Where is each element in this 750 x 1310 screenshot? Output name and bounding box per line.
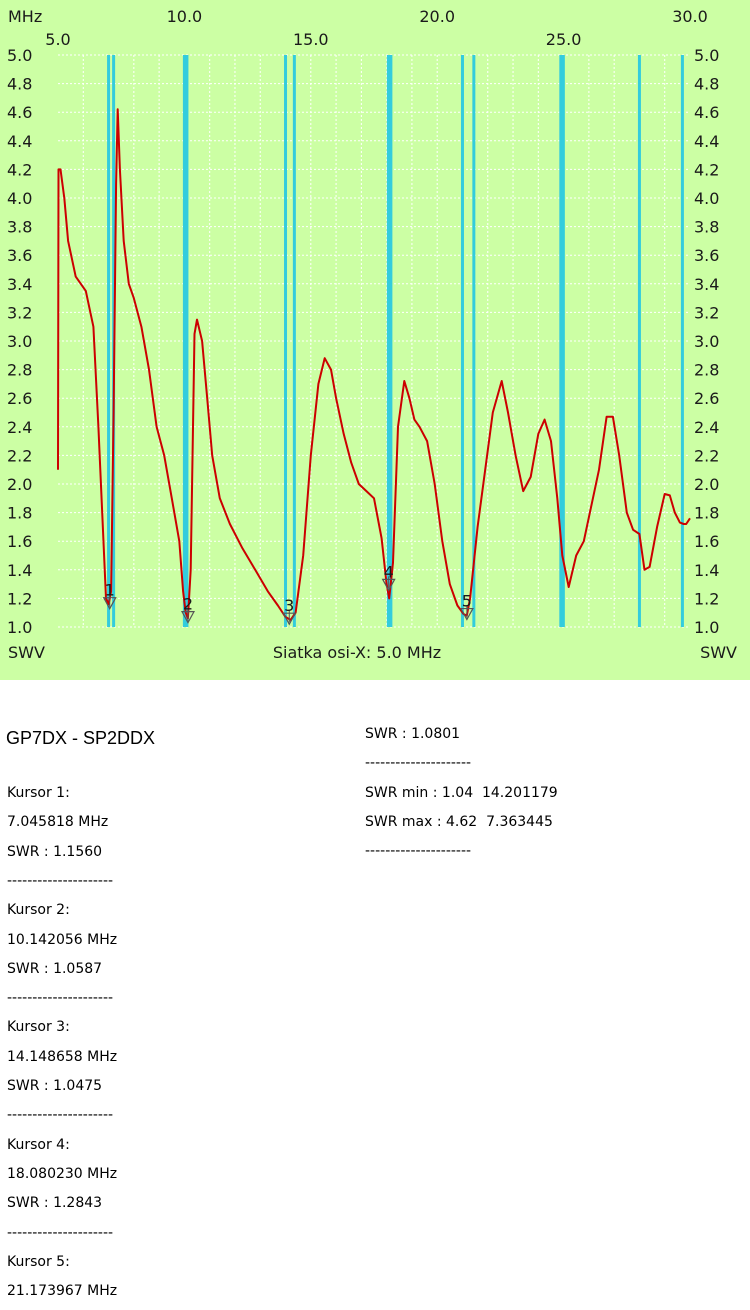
- cursor-marker-label: 5: [462, 592, 472, 611]
- cursor-marker-label: 2: [183, 595, 193, 614]
- cursor-marker-arrow: [282, 612, 297, 626]
- y-tick-label-right: 4.8: [694, 75, 719, 94]
- x-tick-label: 5.0: [45, 30, 70, 49]
- x-top-tick-label: 10.0: [167, 7, 203, 26]
- report-left-line: 14.148658 MHz: [7, 1048, 118, 1065]
- report-left-line: 7.045818 MHz: [7, 814, 109, 831]
- y-tick-label-left: 1.6: [7, 532, 32, 551]
- y-tick-label-left: 2.6: [7, 389, 32, 408]
- report-right-line: ---------------------: [365, 843, 472, 860]
- report-title: GP7DX - SP2DDX: [6, 728, 156, 748]
- y-tick-label-left: 2.2: [7, 446, 32, 465]
- swr-chart: 1 2 3 4 5 1.0 1.0 1.2 1.2 1.4 1.4 1.6 1.6 1.8 1.8 2.0 2…: [7, 7, 737, 662]
- y-tick-label-left: 1.0: [7, 618, 32, 637]
- x-grid-caption: Siatka osi-X: 5.0 MHz: [273, 643, 441, 662]
- report-right-line: ---------------------: [365, 755, 472, 772]
- y-tick-label-right: 3.0: [694, 332, 719, 351]
- report-left-line: 18.080230 MHz: [7, 1165, 118, 1182]
- y-tick-label-left: 1.4: [7, 561, 32, 580]
- y-tick-label-left: 3.4: [7, 275, 32, 294]
- y-tick-label-right: 4.6: [694, 103, 719, 122]
- cursor-marker-arrow: [459, 607, 474, 621]
- swr-series-line: [57, 108, 691, 621]
- report-right-line: SWR : 1.0801: [365, 726, 461, 742]
- left-axis-label: SWV: [8, 643, 45, 662]
- report-left-line: Kursor 2:: [7, 902, 70, 919]
- y-tick-label-left: 1.8: [7, 504, 32, 523]
- x-tick-label: 25.0: [546, 30, 582, 49]
- report-left-line: SWR : 1.2843: [7, 1195, 103, 1212]
- y-tick-label-right: 5.0: [694, 46, 719, 65]
- y-tick-label-right: 2.0: [694, 475, 719, 494]
- y-tick-label-right: 2.6: [694, 389, 719, 408]
- y-tick-label-right: 1.6: [694, 532, 719, 551]
- cursor-marker-label: 1: [105, 581, 115, 600]
- report-left-line: ---------------------: [7, 1224, 114, 1241]
- y-tick-label-left: 3.6: [7, 246, 32, 265]
- report-left-line: ---------------------: [7, 1107, 114, 1124]
- y-tick-label-right: 1.4: [694, 561, 719, 580]
- report-left-line: Kursor 4:: [7, 1136, 70, 1153]
- swr-chart-panel: 1 2 3 4 5 1.0 1.0 1.2 1.2 1.4 1.4 1.6 1.6 1.8 1.8 2.0 2…: [0, 0, 750, 680]
- x-top-tick-label: 20.0: [419, 7, 455, 26]
- y-tick-label-left: 4.2: [7, 160, 32, 179]
- report-left-line: ---------------------: [7, 872, 114, 889]
- y-tick-label-left: 4.0: [7, 189, 32, 208]
- report-left-line: Kursor 3:: [7, 1019, 70, 1036]
- y-tick-label-right: 1.2: [694, 589, 719, 608]
- y-tick-label-right: 4.4: [694, 132, 719, 151]
- report-right-line: SWR min : 1.04 14.201179: [365, 784, 558, 801]
- y-tick-label-right: 3.8: [694, 218, 719, 237]
- y-tick-label-right: 2.4: [694, 418, 719, 437]
- report-left-line: Kursor 5:: [7, 1253, 70, 1270]
- y-tick-label-right: 2.8: [694, 361, 719, 380]
- y-tick-label-left: 2.4: [7, 418, 32, 437]
- y-tick-label-right: 1.8: [694, 504, 719, 523]
- report-left-line: 21.173967 MHz: [7, 1283, 118, 1300]
- y-tick-label-right: 4.2: [694, 160, 719, 179]
- y-tick-label-right: 4.0: [694, 189, 719, 208]
- right-axis-label: SWV: [700, 643, 737, 662]
- y-tick-label-left: 3.8: [7, 218, 32, 237]
- y-tick-label-left: 4.8: [7, 75, 32, 94]
- y-tick-label-left: 3.2: [7, 303, 32, 322]
- y-tick-label-right: 2.2: [694, 446, 719, 465]
- cursor-marker-arrow: [381, 578, 396, 592]
- x-tick-label: 15.0: [293, 30, 329, 49]
- report-left-line: ---------------------: [7, 990, 114, 1007]
- report-left-line: SWR : 1.0587: [7, 960, 103, 977]
- y-tick-label-right: 3.6: [694, 246, 719, 265]
- x-unit-label: MHz: [8, 7, 42, 26]
- cursor-marker-arrow: [180, 611, 196, 624]
- y-tick-label-left: 2.0: [7, 475, 32, 494]
- cursor-marker-label: 3: [284, 596, 294, 615]
- cursor-marker-label: 4: [384, 562, 394, 581]
- y-tick-label-left: 4.4: [7, 132, 32, 151]
- y-tick-label-left: 1.2: [7, 589, 32, 608]
- y-tick-label-right: 3.2: [694, 303, 719, 322]
- y-tick-label-right: 3.4: [694, 275, 719, 294]
- report-left-line: SWR : 1.0475: [7, 1078, 103, 1094]
- y-tick-label-left: 2.8: [7, 361, 32, 380]
- y-tick-label-left: 4.6: [7, 103, 32, 122]
- x-top-tick-label: 30.0: [672, 7, 708, 26]
- report-left-line: Kursor 1:: [7, 785, 70, 801]
- report-left-line: 10.142056 MHz: [7, 931, 118, 948]
- cursor-marker-arrow: [102, 597, 117, 610]
- y-tick-label-left: 3.0: [7, 332, 32, 351]
- y-tick-label-left: 5.0: [7, 46, 32, 65]
- report-left-line: SWR : 1.1560: [7, 843, 103, 860]
- y-tick-label-right: 1.0: [694, 618, 719, 637]
- report-right-line: SWR max : 4.62 7.363445: [365, 813, 553, 830]
